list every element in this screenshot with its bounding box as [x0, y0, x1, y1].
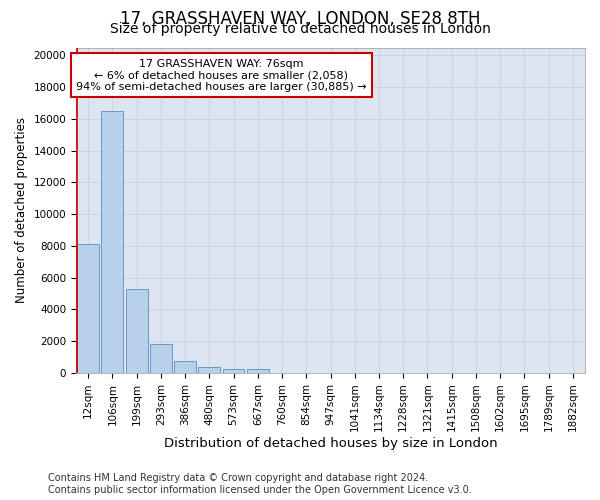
Bar — [247, 370, 269, 373]
Bar — [174, 360, 196, 373]
Bar — [150, 344, 172, 373]
Bar — [199, 367, 220, 373]
Bar — [223, 368, 244, 373]
Text: 17 GRASSHAVEN WAY: 76sqm
← 6% of detached houses are smaller (2,058)
94% of semi: 17 GRASSHAVEN WAY: 76sqm ← 6% of detache… — [76, 58, 367, 92]
Text: Contains HM Land Registry data © Crown copyright and database right 2024.
Contai: Contains HM Land Registry data © Crown c… — [48, 474, 472, 495]
Bar — [101, 111, 123, 373]
Y-axis label: Number of detached properties: Number of detached properties — [15, 117, 28, 303]
Bar — [77, 244, 99, 373]
Text: Size of property relative to detached houses in London: Size of property relative to detached ho… — [110, 22, 490, 36]
Bar — [126, 289, 148, 373]
Text: 17, GRASSHAVEN WAY, LONDON, SE28 8TH: 17, GRASSHAVEN WAY, LONDON, SE28 8TH — [120, 10, 480, 28]
X-axis label: Distribution of detached houses by size in London: Distribution of detached houses by size … — [164, 437, 497, 450]
